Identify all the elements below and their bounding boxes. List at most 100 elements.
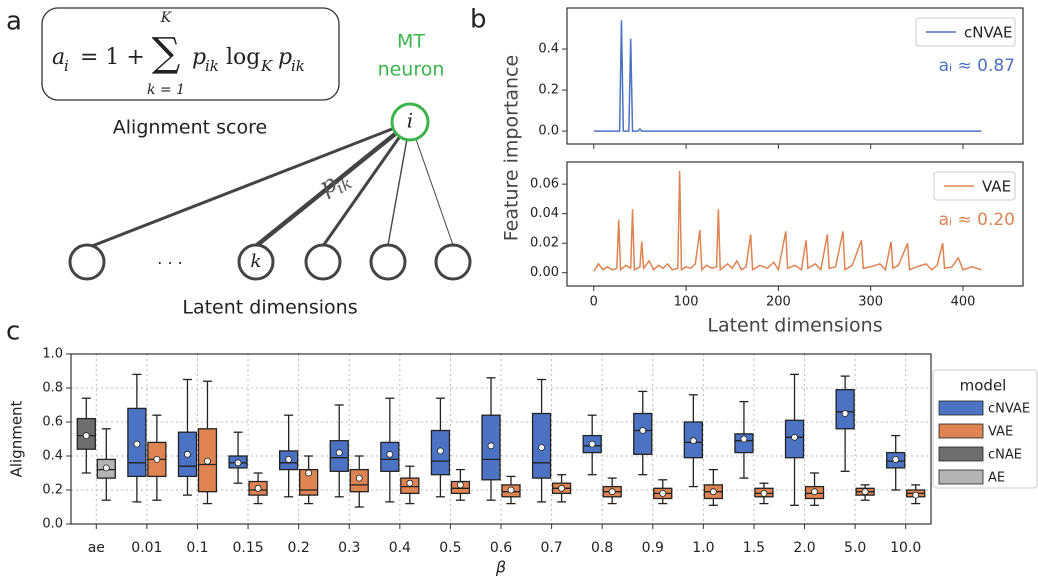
mean bbox=[204, 457, 211, 465]
x-axis-label: β bbox=[495, 558, 506, 577]
y-tick-label: 0.8 bbox=[42, 381, 63, 396]
mean bbox=[355, 474, 363, 482]
neuron-label: MT bbox=[397, 31, 425, 53]
latent-node bbox=[369, 243, 407, 281]
formula-part: K bbox=[160, 10, 173, 26]
mean bbox=[588, 440, 596, 448]
x-tick-label: 300 bbox=[858, 295, 883, 310]
latent-node bbox=[237, 243, 275, 281]
panel-label: a bbox=[6, 7, 22, 37]
mean bbox=[861, 488, 869, 496]
mean bbox=[507, 486, 515, 494]
y-tick-label: 0.04 bbox=[530, 206, 559, 221]
x-tick-label: 0.5 bbox=[439, 540, 461, 556]
legend-label: AE bbox=[988, 471, 1005, 486]
legend-title: model bbox=[960, 377, 1007, 395]
mean bbox=[406, 479, 414, 487]
mean bbox=[254, 484, 262, 492]
formula-part: k = 1 bbox=[147, 82, 185, 98]
mean bbox=[912, 491, 920, 499]
mean bbox=[760, 489, 768, 497]
legend-swatch bbox=[938, 400, 984, 416]
mean bbox=[689, 437, 697, 445]
mean bbox=[558, 484, 565, 492]
mean bbox=[285, 455, 293, 463]
axes-frame bbox=[70, 353, 932, 525]
x-tick-label: 2.0 bbox=[793, 540, 815, 556]
legend-label: VAE bbox=[988, 425, 1013, 440]
line bbox=[593, 170, 982, 272]
y-tick-label: 0.2 bbox=[538, 83, 559, 98]
mean bbox=[538, 444, 545, 451]
diagram: a i = 1 + ∑ K k = 1 p ik log K p ik Alig… bbox=[41, 7, 472, 319]
edge bbox=[321, 121, 412, 247]
formula-part: i bbox=[64, 57, 69, 75]
mean bbox=[740, 435, 748, 443]
latent-node bbox=[304, 243, 342, 281]
y-tick-label: 1.0 bbox=[42, 347, 63, 362]
legend-label: cNAE bbox=[988, 448, 1022, 463]
legend-swatch bbox=[938, 469, 984, 485]
mean bbox=[457, 481, 464, 489]
x-tick-label: 0 bbox=[590, 295, 598, 310]
caption: Alignment score bbox=[113, 117, 267, 139]
x-tick-label: 0.8 bbox=[591, 540, 613, 556]
mean bbox=[608, 488, 616, 496]
mean bbox=[892, 455, 900, 463]
neuron-node bbox=[390, 102, 430, 142]
mean bbox=[82, 432, 90, 440]
y-tick-label: 0.0 bbox=[42, 517, 63, 532]
legend-swatch bbox=[938, 423, 984, 439]
x-tick-label: 0.9 bbox=[642, 540, 664, 556]
annotation: aᵢ ≈ 0.87 bbox=[939, 56, 1015, 76]
mean bbox=[102, 464, 110, 472]
legend-label: VAE bbox=[982, 178, 1011, 196]
x-tick-label: 0.1 bbox=[186, 540, 208, 556]
mean bbox=[335, 449, 343, 457]
x-tick-label: 200 bbox=[766, 295, 791, 310]
mean bbox=[153, 455, 161, 463]
mean bbox=[659, 489, 667, 497]
formula-part: ∑ bbox=[152, 30, 181, 76]
legend-frame bbox=[915, 17, 1016, 47]
mean bbox=[709, 488, 717, 496]
formula: a i = 1 + ∑ K k = 1 p ik log K p ik bbox=[52, 10, 305, 98]
x-tick-label: 0.01 bbox=[131, 540, 162, 556]
latent-symbol: k bbox=[251, 251, 262, 272]
x-tick-label: 0.2 bbox=[288, 540, 310, 556]
mean bbox=[184, 450, 191, 458]
edge bbox=[387, 121, 411, 246]
y-axis-label: Feature importance bbox=[501, 55, 523, 241]
y-tick-label: 0.4 bbox=[42, 449, 63, 464]
axes-frame bbox=[566, 161, 1024, 287]
mean bbox=[487, 442, 495, 450]
formula-part: ik bbox=[205, 57, 219, 75]
y-tick-label: 0.6 bbox=[42, 415, 63, 430]
mean bbox=[811, 488, 818, 496]
edge bbox=[409, 121, 454, 246]
box bbox=[835, 389, 855, 430]
formula-part: K bbox=[260, 57, 273, 75]
formula-part: p bbox=[278, 45, 292, 70]
axes-frame bbox=[566, 7, 1024, 145]
y-tick-label: 0.02 bbox=[530, 236, 559, 251]
edge bbox=[254, 120, 412, 248]
x-tick-label: 10.0 bbox=[890, 540, 921, 556]
mean bbox=[639, 427, 647, 434]
x-tick-label: 5.0 bbox=[844, 540, 866, 556]
x-tick-label: 1.0 bbox=[692, 540, 714, 556]
legend-label: cNVAE bbox=[988, 402, 1030, 417]
neuron-symbol: i bbox=[407, 109, 413, 133]
annotation: aᵢ ≈ 0.20 bbox=[939, 210, 1015, 230]
y-tick-label: 0.0 bbox=[538, 124, 559, 139]
formula-part: = 1 + bbox=[80, 45, 145, 70]
legend-swatch bbox=[938, 446, 984, 462]
mean bbox=[791, 433, 798, 441]
y-tick-label: 0.2 bbox=[42, 483, 63, 498]
mean bbox=[437, 447, 444, 455]
formula-part: p bbox=[192, 45, 206, 70]
formula-box bbox=[41, 7, 340, 101]
x-tick-label: ae bbox=[88, 540, 105, 556]
mean bbox=[841, 410, 849, 417]
